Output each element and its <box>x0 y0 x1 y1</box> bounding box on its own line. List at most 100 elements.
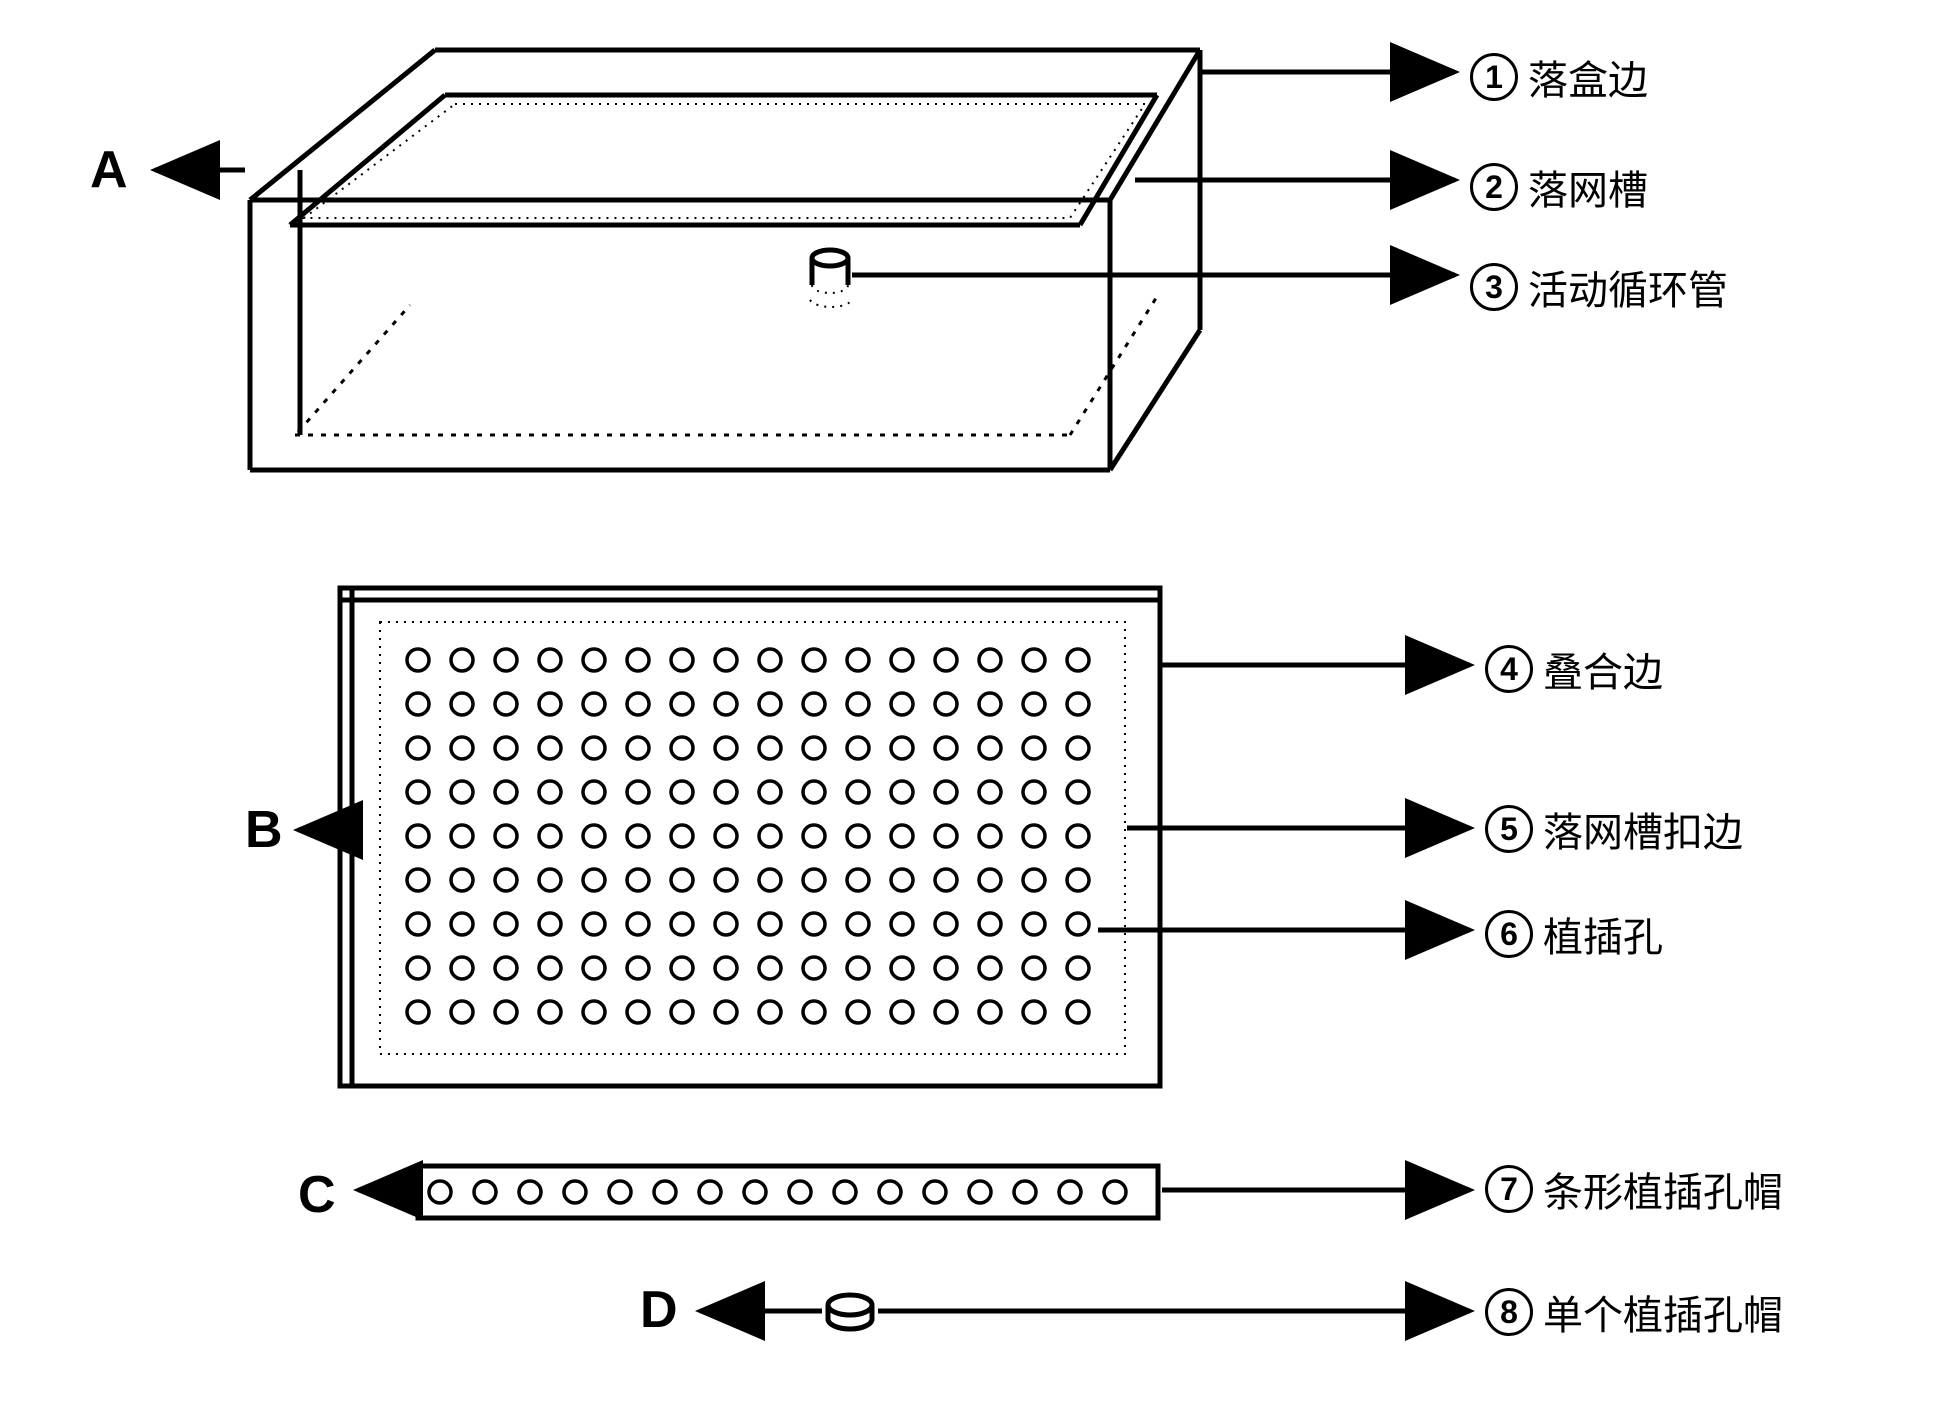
plate-hole <box>1023 649 1045 671</box>
callout-8-text: 单个植插孔帽 <box>1543 1283 1783 1341</box>
strip-hole <box>834 1181 856 1203</box>
plate-hole <box>495 737 517 759</box>
plate-hole <box>583 693 605 715</box>
plate-hole <box>671 781 693 803</box>
strip-hole <box>564 1181 586 1203</box>
plate-hole <box>847 649 869 671</box>
callout-6: 6 植插孔 <box>1485 905 1663 963</box>
plate-hole <box>1067 649 1089 671</box>
plate-hole <box>759 913 781 935</box>
strip-hole <box>744 1181 766 1203</box>
plate-hole <box>407 913 429 935</box>
plate-hole <box>671 913 693 935</box>
plate-hole <box>847 913 869 935</box>
plate-hole <box>407 869 429 891</box>
plate-hole <box>979 737 1001 759</box>
plate-hole <box>671 737 693 759</box>
plate-hole <box>1067 693 1089 715</box>
plate-hole <box>539 825 561 847</box>
plate-hole <box>671 869 693 891</box>
plate-hole <box>715 649 737 671</box>
plate-hole <box>803 781 825 803</box>
plate-hole <box>627 737 649 759</box>
plate-hole <box>759 693 781 715</box>
plate-hole <box>803 869 825 891</box>
plate-hole <box>715 869 737 891</box>
plate-hole <box>583 825 605 847</box>
plate-hole <box>451 781 473 803</box>
plate-hole <box>759 737 781 759</box>
strip-hole <box>1059 1181 1081 1203</box>
plate-hole <box>935 825 957 847</box>
callout-4: 4 叠合边 <box>1485 640 1663 698</box>
plate-hole <box>495 957 517 979</box>
plate-hole <box>583 1001 605 1023</box>
plate-hole <box>451 1001 473 1023</box>
plate-hole <box>495 693 517 715</box>
diagram-page: A B C D 1 落盒边 2 落网槽 3 活动循环管 4 叠合边 5 落网槽扣… <box>40 40 1908 1387</box>
strip-hole <box>924 1181 946 1203</box>
plate-hole <box>715 781 737 803</box>
strip-hole <box>474 1181 496 1203</box>
plate-hole <box>759 957 781 979</box>
plate-hole <box>539 913 561 935</box>
plate-hole <box>1067 1001 1089 1023</box>
plate-hole <box>583 737 605 759</box>
plate-hole <box>407 737 429 759</box>
plate-hole <box>979 1001 1001 1023</box>
plate-hole <box>803 649 825 671</box>
plate-hole <box>627 781 649 803</box>
callout-1-num: 1 <box>1470 53 1518 101</box>
plate-hole <box>847 825 869 847</box>
plate-hole <box>671 649 693 671</box>
plate-hole <box>1067 737 1089 759</box>
callout-6-text: 植插孔 <box>1543 905 1663 963</box>
strip-holes <box>429 1181 1126 1203</box>
plate-hole <box>1067 913 1089 935</box>
plate-hole <box>671 693 693 715</box>
plate-hole <box>715 825 737 847</box>
plate-hole <box>891 825 913 847</box>
callout-7-text: 条形植插孔帽 <box>1543 1160 1783 1218</box>
plate-hole <box>495 1001 517 1023</box>
callout-3: 3 活动循环管 <box>1470 258 1728 316</box>
plate-hole <box>627 693 649 715</box>
plate-hole <box>803 825 825 847</box>
plate-hole <box>407 957 429 979</box>
plate-hole <box>1023 1001 1045 1023</box>
strip-hole <box>879 1181 901 1203</box>
plate-hole <box>451 913 473 935</box>
strip-hole <box>429 1181 451 1203</box>
plate-hole <box>759 781 781 803</box>
callout-8-num: 8 <box>1485 1288 1533 1336</box>
plate-hole <box>583 913 605 935</box>
plate-hole <box>1023 913 1045 935</box>
callout-7: 7 条形植插孔帽 <box>1485 1160 1783 1218</box>
callout-5-num: 5 <box>1485 805 1533 853</box>
plate-hole <box>891 1001 913 1023</box>
plate-hole <box>671 957 693 979</box>
callout-2: 2 落网槽 <box>1470 158 1648 216</box>
plate-hole <box>935 693 957 715</box>
plate-hole <box>847 693 869 715</box>
plate-hole <box>1067 869 1089 891</box>
plate-hole <box>495 825 517 847</box>
strip-hole <box>609 1181 631 1203</box>
plate-hole <box>935 737 957 759</box>
callout-1: 1 落盒边 <box>1470 48 1648 106</box>
plate-hole <box>451 869 473 891</box>
plate-hole <box>935 869 957 891</box>
plate-hole <box>407 649 429 671</box>
plate-hole <box>803 693 825 715</box>
callout-6-num: 6 <box>1485 910 1533 958</box>
plate-hole <box>539 693 561 715</box>
plate-hole <box>935 781 957 803</box>
plate-hole <box>671 1001 693 1023</box>
plate-hole <box>891 693 913 715</box>
plate-hole <box>891 649 913 671</box>
plate-hole <box>715 737 737 759</box>
strip-hole <box>789 1181 811 1203</box>
plate-hole <box>891 957 913 979</box>
plate-hole <box>979 781 1001 803</box>
plate-hole <box>1023 957 1045 979</box>
